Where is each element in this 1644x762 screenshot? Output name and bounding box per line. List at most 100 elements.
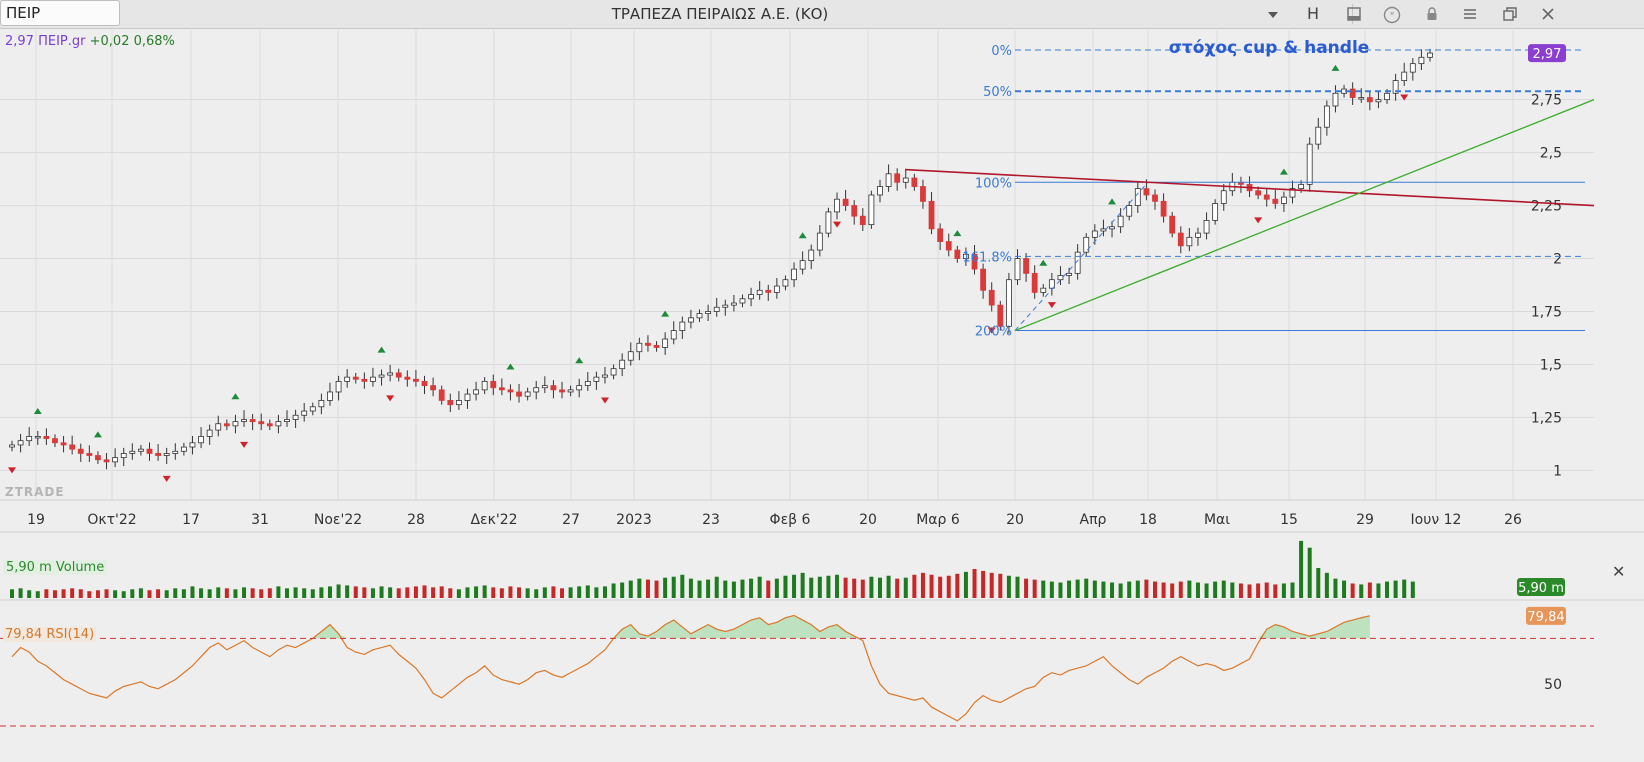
candle-body [516, 391, 522, 397]
candle-body [361, 378, 368, 382]
price-chart[interactable]: 19 Οκτ'22 17 31 Νοε'22 28 Δεκ'22 27 2023 23 Φεβ 6 2… [0, 30, 1644, 762]
volume-bar [886, 575, 891, 598]
volume-bar [1075, 579, 1080, 598]
panel-icon[interactable] [1340, 0, 1368, 28]
candle-body [713, 306, 720, 312]
volume-bar [688, 578, 693, 598]
fib-level-label: 100% [975, 176, 1012, 191]
candle-body [473, 389, 479, 395]
volume-bar [482, 585, 487, 598]
volume-bar [35, 591, 40, 598]
candle-body [430, 385, 437, 391]
chart-background [0, 30, 1644, 762]
fractal-down-icon [8, 467, 16, 474]
close-volume-icon[interactable]: ✕ [1612, 562, 1626, 581]
candle-body [782, 279, 789, 287]
candle-body [584, 380, 591, 387]
candle-body [825, 211, 832, 234]
candle-body [1323, 105, 1330, 128]
volume-bar [981, 570, 986, 598]
candle-body [120, 452, 127, 459]
volume-bar [1084, 578, 1089, 598]
volume-bar [1393, 580, 1398, 598]
candle-body [1109, 226, 1115, 230]
candle-body [455, 400, 462, 406]
candle-body [1306, 143, 1313, 185]
candle-body [816, 232, 823, 251]
rsi-label: 79,84 RSI(14) [3, 627, 97, 642]
candle-body [1091, 230, 1098, 238]
volume-bar [946, 575, 951, 598]
volume-bar [1281, 583, 1286, 598]
candle-body [524, 391, 531, 397]
candle-body [1375, 99, 1382, 103]
volume-bar [663, 577, 668, 598]
volume-bar [1273, 584, 1278, 598]
h-button[interactable]: H [1306, 4, 1320, 23]
candle-body [593, 376, 600, 382]
x-tick-label: 20 [859, 512, 877, 528]
candle-body [868, 194, 875, 226]
candle-body [559, 389, 565, 393]
symbol-input[interactable]: ΠΕΙΡ [0, 0, 120, 26]
annotation-text: στόχος cup & handle [1169, 38, 1370, 58]
restore-window-icon[interactable] [1496, 0, 1524, 28]
candle-body [404, 376, 411, 380]
fractal-down-icon [1254, 217, 1263, 224]
volume-bar [353, 586, 358, 598]
volume-bar [568, 587, 573, 598]
volume-bar [723, 580, 728, 598]
volume-bar [998, 573, 1003, 598]
fractal-up-icon [798, 232, 807, 239]
candle-body [920, 186, 926, 202]
candle-body [206, 429, 213, 437]
volume-bar [1049, 581, 1054, 598]
chevron-down-icon[interactable] [1258, 0, 1288, 28]
x-tick-label: 17 [182, 512, 200, 528]
volume-bar [1256, 583, 1261, 598]
candle-body [1203, 219, 1210, 234]
volume-label: 5,90 m Volume [3, 560, 108, 575]
volume-bar [1324, 572, 1329, 598]
candle-body [1281, 196, 1287, 204]
close-icon[interactable] [1534, 0, 1562, 28]
candle-body [1220, 190, 1227, 204]
candle-body [799, 260, 806, 270]
candle-body [1289, 188, 1296, 198]
volume-bar [70, 588, 75, 598]
candle-body [765, 289, 772, 293]
quote-icon[interactable]: " [1378, 0, 1406, 28]
volume-bar [1135, 580, 1140, 598]
fractal-down-icon [600, 397, 609, 404]
volume-bar [207, 589, 212, 598]
volume-bar [61, 589, 66, 598]
volume-bar [525, 588, 530, 598]
toolbar-divider [1352, 4, 1353, 24]
candle-body [1057, 275, 1064, 281]
volume-bar [491, 587, 496, 598]
fib-level-label: 50% [983, 85, 1012, 100]
candle-body [653, 344, 660, 348]
x-tick-label: 27 [562, 512, 580, 528]
volume-bar [310, 589, 315, 598]
candle-body [619, 359, 626, 370]
candle-body [1177, 232, 1184, 247]
candle-body [1100, 228, 1107, 232]
volume-bar [517, 587, 522, 598]
volume-bar [370, 588, 375, 598]
fractal-down-icon [987, 327, 996, 334]
menu-icon[interactable] [1456, 0, 1484, 28]
volume-bar [130, 589, 135, 598]
candle-body [180, 446, 187, 452]
lock-icon[interactable] [1418, 0, 1446, 28]
volume-bar [1101, 581, 1106, 598]
volume-bar [121, 591, 126, 598]
volume-bar [852, 578, 857, 598]
candle-body [722, 304, 729, 308]
volume-bar [534, 589, 539, 598]
candle-body [249, 419, 256, 423]
candle-body [318, 400, 325, 408]
candle-body [1418, 56, 1425, 65]
volume-bar [1299, 540, 1304, 598]
volume-bar [774, 578, 779, 598]
